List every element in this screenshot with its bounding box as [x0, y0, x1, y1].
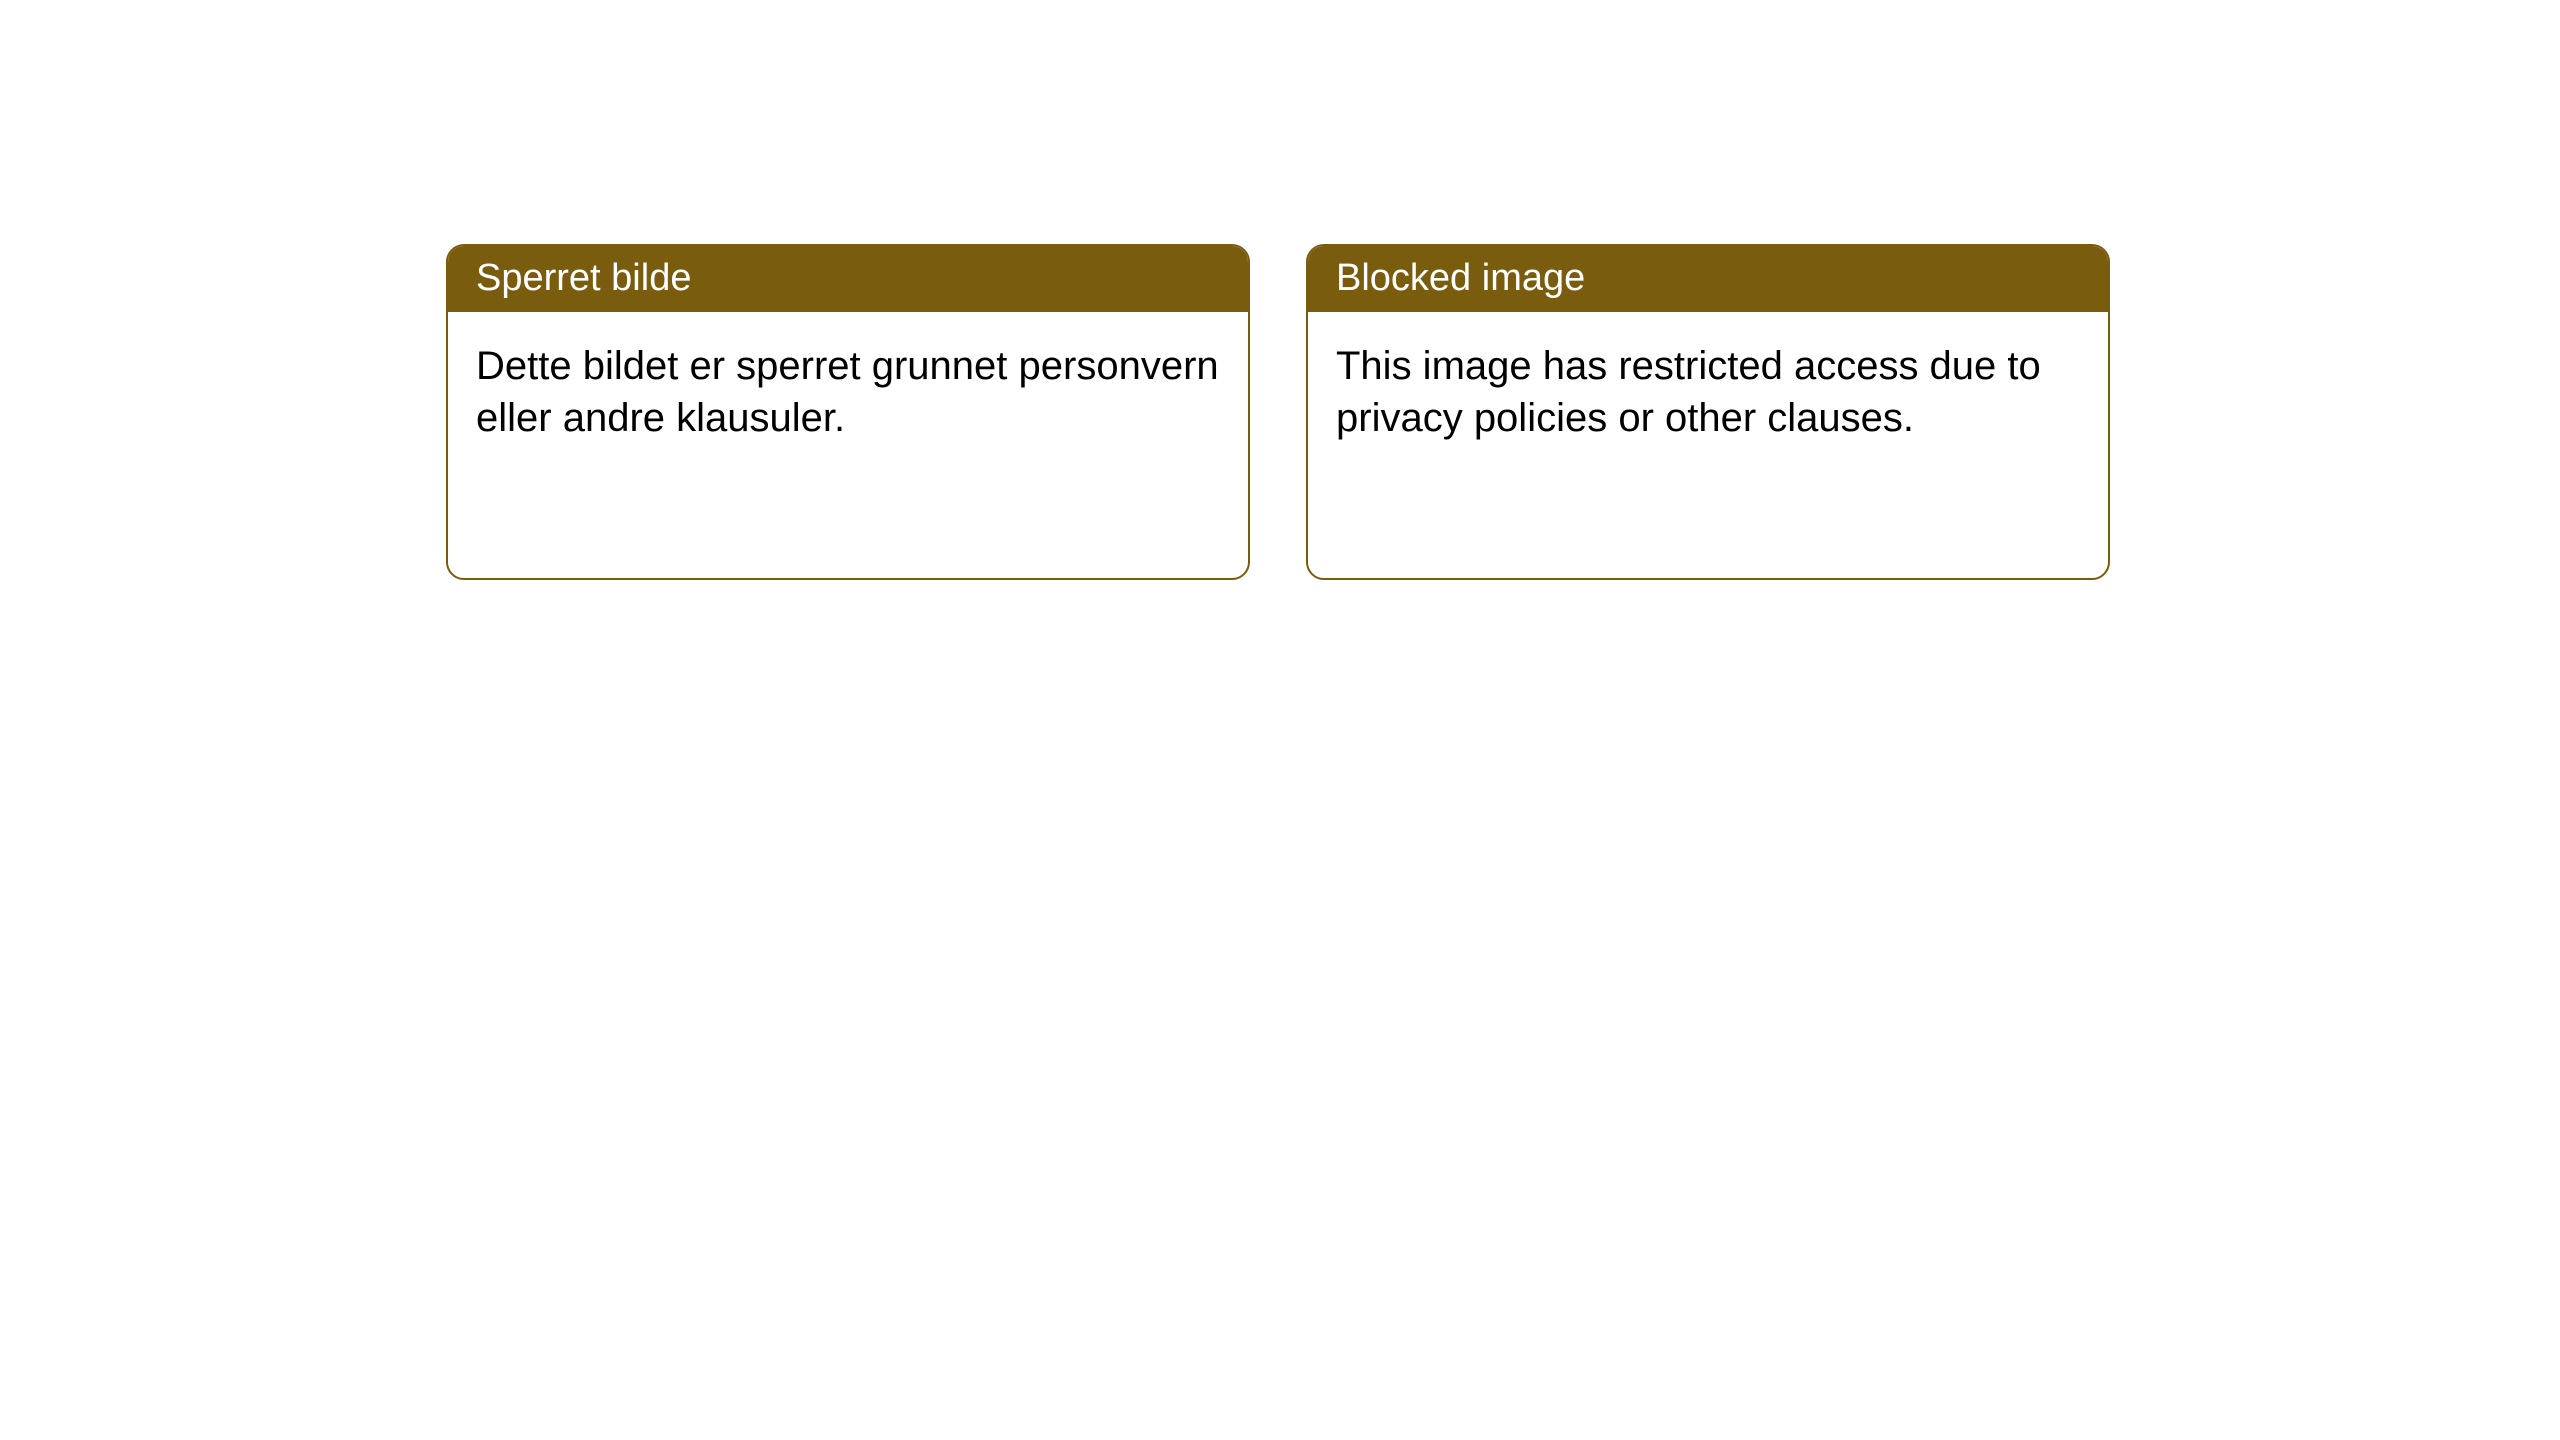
card-text-no: Dette bildet er sperret grunnet personve… [476, 344, 1219, 440]
card-header-no: Sperret bilde [448, 246, 1248, 312]
card-title-no: Sperret bilde [476, 257, 691, 299]
card-body-en: This image has restricted access due to … [1308, 312, 2108, 472]
blocked-image-card-no: Sperret bilde Dette bildet er sperret gr… [446, 244, 1250, 580]
card-text-en: This image has restricted access due to … [1336, 344, 2041, 440]
notice-container: Sperret bilde Dette bildet er sperret gr… [0, 0, 2560, 580]
card-body-no: Dette bildet er sperret grunnet personve… [448, 312, 1248, 472]
card-title-en: Blocked image [1336, 257, 1585, 299]
blocked-image-card-en: Blocked image This image has restricted … [1306, 244, 2110, 580]
card-header-en: Blocked image [1308, 246, 2108, 312]
